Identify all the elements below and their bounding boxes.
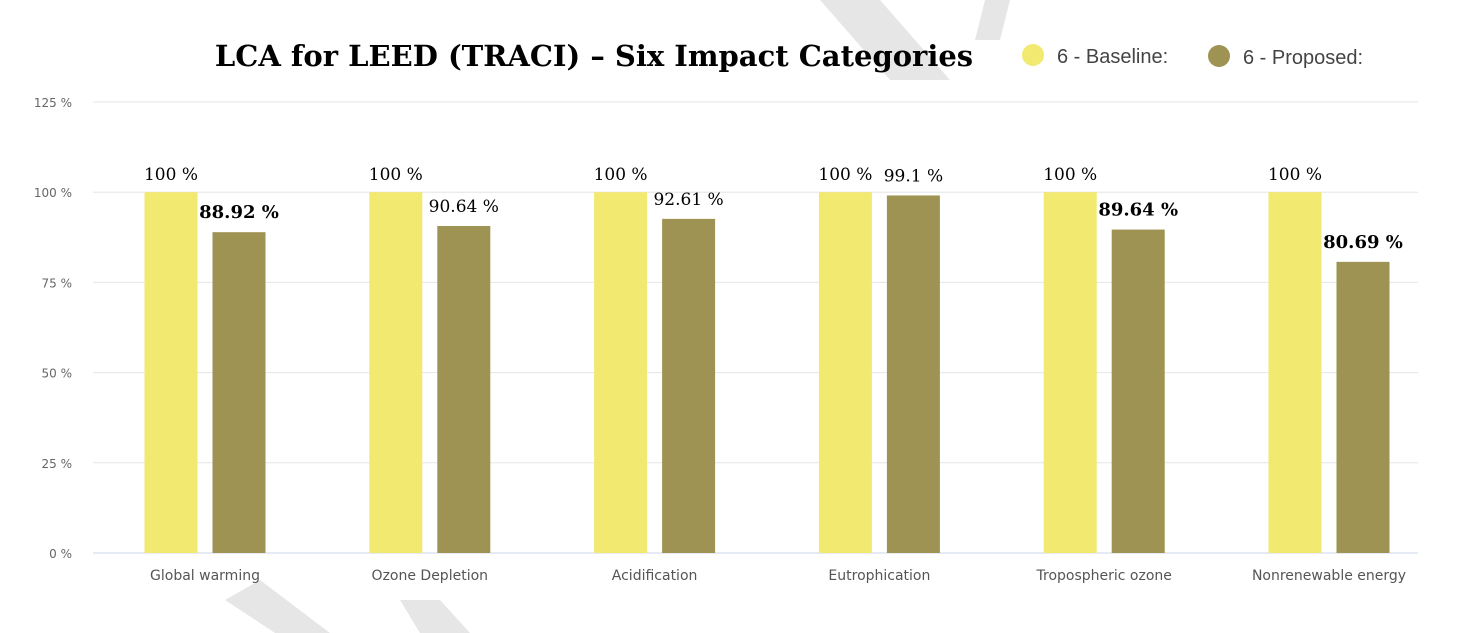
data-label: 100 %	[369, 165, 423, 185]
data-label: 100 %	[818, 165, 872, 185]
data-label: 99.1 %	[884, 166, 943, 186]
bar-baseline[interactable]	[1043, 192, 1097, 553]
legend-marker-baseline	[1022, 44, 1044, 66]
bar-proposed[interactable]	[886, 195, 940, 553]
x-tick-label: Eutrophication	[828, 568, 930, 584]
y-tick-label: 75 %	[42, 276, 73, 290]
data-label: 100 %	[1268, 165, 1322, 185]
y-tick-label: 25 %	[42, 457, 73, 471]
bar-baseline[interactable]	[818, 192, 872, 553]
legend-item-proposed[interactable]: 6 - Proposed:	[1208, 45, 1363, 69]
watermark	[225, 0, 1010, 633]
data-label: 100 %	[1043, 165, 1097, 185]
x-axis: Global warming Ozone Depletion Acidificati…	[150, 568, 1406, 584]
legend-item-baseline[interactable]: 6 - Baseline:	[1022, 44, 1168, 68]
gridlines	[93, 101, 1418, 554]
legend-marker-proposed	[1208, 45, 1230, 67]
bar-proposed[interactable]	[212, 232, 266, 553]
bar-proposed[interactable]	[662, 218, 716, 554]
x-tick-label: Tropospheric ozone	[1036, 568, 1172, 584]
bar-baseline[interactable]	[594, 192, 648, 553]
data-label: 92.61 %	[653, 190, 723, 210]
data-label: 80.69 %	[1323, 232, 1403, 253]
data-label: 100 %	[144, 165, 198, 185]
data-label: 89.64 %	[1098, 200, 1178, 221]
data-label: 88.92 %	[199, 202, 279, 223]
x-tick-label: Ozone Depletion	[372, 568, 488, 584]
data-label: 90.64 %	[429, 197, 499, 217]
chart-title: LCA for LEED (TRACI) – Six Impact Catego…	[215, 39, 973, 73]
bars: 100 %88.92 %100 %90.64 %100 %92.61 %100 …	[144, 165, 1403, 554]
bar-baseline[interactable]	[369, 192, 423, 553]
bar-proposed[interactable]	[1111, 229, 1165, 554]
x-tick-label: Acidification	[612, 568, 698, 584]
y-axis: 0 % 25 % 50 % 75 % 100 % 125 %	[34, 96, 72, 561]
y-tick-label: 0 %	[49, 547, 72, 561]
legend: 6 - Baseline: 6 - Proposed:	[1022, 44, 1363, 69]
y-tick-label: 125 %	[34, 96, 72, 110]
y-tick-label: 100 %	[34, 186, 72, 200]
legend-label-baseline: 6 - Baseline:	[1057, 46, 1168, 68]
data-label: 100 %	[594, 165, 648, 185]
bar-proposed[interactable]	[1336, 261, 1390, 553]
y-tick-label: 50 %	[42, 367, 73, 381]
legend-label-proposed: 6 - Proposed:	[1243, 47, 1363, 69]
x-tick-label: Global warming	[150, 568, 260, 584]
x-tick-label: Nonrenewable energy	[1252, 568, 1406, 584]
bar-baseline[interactable]	[144, 192, 198, 553]
bar-proposed[interactable]	[437, 225, 491, 553]
bar-baseline[interactable]	[1268, 192, 1322, 553]
